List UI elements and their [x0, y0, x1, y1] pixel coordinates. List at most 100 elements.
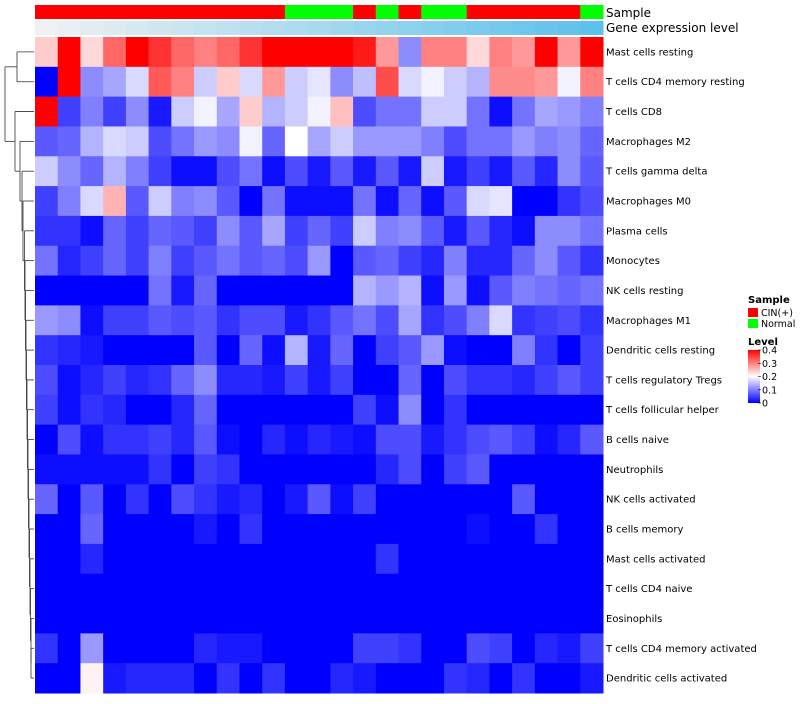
heatmap-cell [239, 215, 263, 247]
heatmap-cell [512, 424, 536, 455]
heatmap-cell [216, 484, 240, 515]
heatmap-cell [375, 633, 400, 664]
heatmap-cell [171, 156, 195, 187]
heatmap-cell [262, 37, 286, 68]
heatmap-cell [580, 215, 604, 247]
heatmap-cell [443, 275, 468, 306]
sample-annotation-title: Sample [606, 6, 651, 20]
heatmap-cell [421, 633, 445, 664]
heatmap-cell [353, 633, 377, 664]
row-label: T cells CD4 memory activated [605, 644, 757, 655]
heatmap-cell [375, 156, 400, 187]
heatmap-cell [284, 484, 309, 515]
heatmap-cell [398, 663, 422, 694]
heatmap-cell [239, 335, 263, 366]
heatmap-cell [103, 126, 127, 157]
heatmap-cell [307, 37, 331, 68]
sample-anno-cell [353, 5, 377, 19]
heatmap-cell [421, 454, 445, 485]
heatmap-cell [580, 514, 604, 545]
expression-anno-cell [353, 21, 377, 35]
heatmap-cell [239, 484, 263, 515]
heatmap-cell [171, 633, 195, 664]
heatmap-cell [216, 424, 240, 455]
heatmap-cell [330, 305, 354, 336]
heatmap-cell [353, 215, 377, 247]
heatmap-cell [284, 335, 309, 366]
sample-anno-cell [330, 5, 354, 19]
heatmap-cell [194, 156, 218, 187]
heatmap-cell [216, 96, 240, 127]
heatmap-cell [557, 394, 581, 426]
heatmap-cell [125, 663, 150, 694]
heatmap-cell [443, 305, 468, 336]
heatmap-cell [35, 275, 59, 306]
heatmap-cell [57, 126, 81, 157]
row-dendrogram [4, 51, 34, 679]
heatmap-cell [353, 126, 377, 157]
heatmap-cell [262, 275, 286, 306]
heatmap-cell [353, 186, 377, 217]
heatmap-cell [307, 186, 331, 217]
heatmap-cell [57, 663, 81, 694]
heatmap-cell [580, 394, 604, 426]
heatmap-cell [307, 305, 331, 336]
heatmap-cell [284, 394, 309, 426]
heatmap-cell [80, 365, 104, 396]
heatmap-cell [443, 66, 468, 98]
heatmap-cell [103, 156, 127, 187]
expression-anno-cell [489, 21, 513, 35]
sample-anno-cell [125, 5, 150, 19]
heatmap-cell [557, 663, 581, 694]
heatmap-cell [512, 305, 536, 336]
heatmap-cell [239, 543, 263, 575]
heatmap-cell [125, 335, 150, 366]
heatmap-cell [443, 603, 468, 634]
sample-anno-cell [443, 5, 468, 19]
heatmap-cell [262, 424, 286, 455]
heatmap-cell [375, 186, 400, 217]
heatmap-cell [35, 603, 59, 634]
heatmap-cell [489, 573, 513, 605]
heatmap-cell [307, 156, 331, 187]
heatmap-cell [80, 215, 104, 247]
heatmap-cell [580, 245, 604, 277]
heatmap-cell [194, 424, 218, 455]
expression-anno-cell [443, 21, 468, 35]
heatmap-cell [557, 424, 581, 455]
heatmap-cell [580, 543, 604, 575]
heatmap-cell [489, 66, 513, 98]
expression-anno-cell [512, 21, 536, 35]
heatmap-cell [489, 215, 513, 247]
heatmap-cell [80, 603, 104, 634]
heatmap-cell [580, 305, 604, 336]
heatmap-cell [534, 275, 559, 306]
heatmap-cell [330, 603, 354, 634]
heatmap-cell [466, 543, 490, 575]
heatmap-cell [443, 484, 468, 515]
legend-sample-swatch [748, 308, 758, 317]
heatmap-cell [489, 633, 513, 664]
heatmap-cell [375, 365, 400, 396]
row-label: T cells CD4 naive [605, 584, 692, 595]
heatmap-cell [171, 514, 195, 545]
heatmap-cell [512, 543, 536, 575]
heatmap-cell [148, 96, 172, 127]
sample-anno-cell [421, 5, 445, 19]
heatmap-cell [148, 633, 172, 664]
heatmap-cell [148, 663, 172, 694]
heatmap-cell [534, 484, 559, 515]
heatmap-cell [375, 603, 400, 634]
heatmap-cell [512, 394, 536, 426]
heatmap-cell [330, 573, 354, 605]
heatmap-cell [466, 37, 490, 68]
heatmap-cell [57, 573, 81, 605]
heatmap-cell [512, 514, 536, 545]
heatmap-cell [262, 365, 286, 396]
heatmap-cell [307, 514, 331, 545]
heatmap-cell [375, 37, 400, 68]
heatmap-cell [330, 484, 354, 515]
heatmap-cell [534, 573, 559, 605]
heatmap-cell [580, 96, 604, 127]
heatmap-cell [353, 156, 377, 187]
